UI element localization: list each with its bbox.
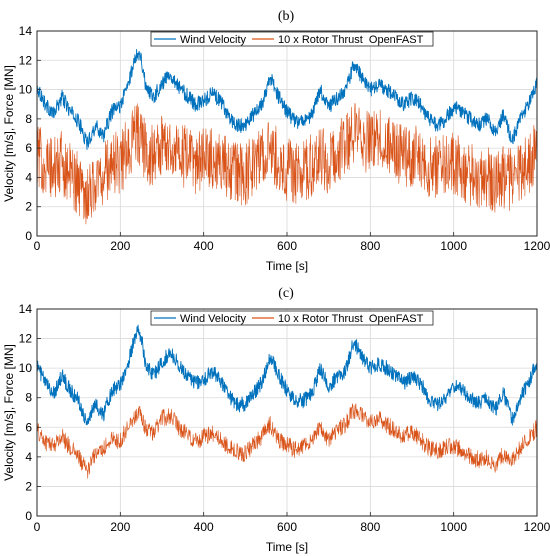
- x-tick-label: 600: [277, 520, 297, 534]
- legend: Wind Velocity 10 x Rotor Thrust OpenFAST: [150, 310, 434, 326]
- y-tick-label: 8: [25, 391, 32, 405]
- x-axis-title: Time [s]: [266, 259, 308, 273]
- x-tick-label: 1200: [524, 520, 550, 534]
- legend-label-rotor-thrust: 10 x Rotor Thrust OpenFAST: [278, 34, 424, 46]
- series-line-wind-velocity: [36, 324, 538, 426]
- y-tick-label: 2: [25, 200, 32, 214]
- chart-panel-b: (b) 0 200 400 600 800 1000 1200 0 2 4 6 8 10 12 14 Tim…: [2, 9, 550, 273]
- x-tick-label: 0: [34, 239, 41, 253]
- ticks-layer: 0 200 400 600 800 1000 1200 0 2 4 6 8 10 12 14: [19, 302, 550, 534]
- y-tick-label: 10: [19, 83, 33, 97]
- chart-panel-c: (c) 0 200 400 600 800 1000 1200 0 2 4 6 8 10 12 14 Tim…: [2, 286, 550, 554]
- y-tick-label: 8: [25, 112, 32, 126]
- series-layer: [36, 48, 538, 225]
- y-tick-label: 0: [25, 509, 32, 523]
- legend-label-rotor-thrust: 10 x Rotor Thrust OpenFAST: [278, 313, 424, 325]
- x-tick-label: 0: [34, 520, 41, 534]
- grid-layer: [37, 309, 537, 516]
- series-line-wind-velocity: [36, 48, 538, 150]
- series-layer: [36, 324, 538, 479]
- panel-label: (b): [278, 9, 295, 24]
- x-tick-label: 1200: [524, 239, 550, 253]
- x-tick-label: 400: [194, 239, 214, 253]
- x-axis-title: Time [s]: [266, 540, 308, 554]
- x-tick-label: 800: [360, 520, 380, 534]
- y-tick-label: 4: [25, 170, 32, 184]
- y-tick-label: 6: [25, 420, 32, 434]
- legend-box: [150, 31, 434, 47]
- x-tick-label: 1000: [440, 520, 467, 534]
- x-tick-label: 800: [360, 239, 380, 253]
- y-tick-label: 10: [19, 361, 33, 375]
- y-tick-label: 0: [25, 229, 32, 243]
- y-tick-label: 12: [19, 332, 33, 346]
- y-axis-title: Velocity [m/s], Force [MN]: [2, 65, 16, 202]
- legend-label-wind-velocity: Wind Velocity: [180, 34, 247, 46]
- x-tick-label: 600: [277, 239, 297, 253]
- series-line-10-x-rotor-thrust-openfast: [36, 403, 538, 479]
- y-tick-label: 2: [25, 479, 32, 493]
- y-tick-label: 6: [25, 141, 32, 155]
- y-tick-label: 14: [19, 24, 33, 38]
- y-tick-label: 14: [19, 302, 33, 316]
- x-tick-label: 200: [110, 239, 130, 253]
- legend-label-wind-velocity: Wind Velocity: [180, 313, 247, 325]
- y-tick-label: 12: [19, 53, 33, 67]
- x-tick-label: 400: [194, 520, 214, 534]
- series-line-10-x-rotor-thrust-openfast: [36, 103, 538, 225]
- legend: Wind Velocity 10 x Rotor Thrust OpenFAST: [150, 31, 434, 47]
- x-tick-label: 200: [110, 520, 130, 534]
- legend-box: [150, 310, 434, 326]
- ticks-layer: 0 200 400 600 800 1000 1200 0 2 4 6 8 10 12 14: [19, 24, 550, 253]
- x-tick-label: 1000: [440, 239, 467, 253]
- y-axis-title: Velocity [m/s], Force [MN]: [2, 344, 16, 481]
- panel-label: (c): [278, 286, 294, 301]
- y-tick-label: 4: [25, 450, 32, 464]
